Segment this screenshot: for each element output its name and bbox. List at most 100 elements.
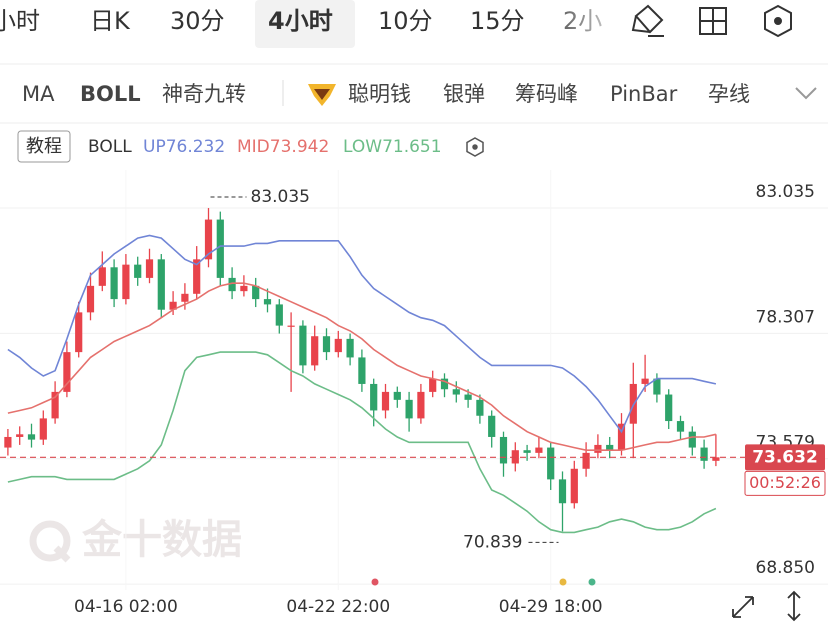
candle-body: [145, 259, 154, 278]
candle-body: [346, 338, 354, 358]
tutorial-button[interactable]: [17, 130, 71, 163]
candle-body: [676, 421, 685, 432]
band-legend: LOW71.651: [343, 137, 442, 157]
indicator-settings[interactable]: [466, 137, 484, 157]
candle-body: [63, 352, 71, 392]
indicator-tab[interactable]: 筹码峰: [515, 82, 578, 106]
timeframe-tab[interactable]: 小时: [0, 7, 40, 35]
layout-icon[interactable]: [699, 7, 727, 35]
candle-body: [606, 444, 614, 451]
tab-fade: [540, 0, 620, 50]
candle-body: [299, 325, 307, 366]
more-chevron[interactable]: [795, 87, 817, 100]
candle-body: [193, 259, 201, 294]
band-legend: MID73.942: [237, 137, 329, 157]
boll-line: [7, 351, 717, 534]
countdown-box: [744, 470, 826, 496]
candle-body: [169, 301, 177, 310]
timeframe-tab[interactable]: 日K: [90, 7, 131, 35]
x-tick-label: 04-29 18:00: [499, 597, 603, 617]
watermark-text: 金十数据: [81, 517, 242, 563]
candle-body: [358, 357, 366, 384]
event-dot[interactable]: [371, 578, 379, 586]
max-label: 83.035: [251, 187, 310, 207]
y-tick-label: 78.307: [756, 307, 815, 327]
settings-icon[interactable]: [764, 4, 792, 38]
indicator-row: MA BOLL 神奇九转 聪明钱 银弹 筹码峰 PinBar 孕线: [22, 82, 750, 106]
candle-body: [86, 285, 95, 313]
candle-body: [547, 447, 555, 480]
tutorial-label[interactable]: 教程: [26, 136, 62, 157]
y-tick-label: 68.850: [756, 558, 815, 578]
candle-body: [16, 434, 24, 437]
indicator-tab[interactable]: PinBar: [610, 82, 678, 106]
last-price-box: [745, 444, 825, 471]
candle-body: [476, 399, 484, 416]
candle-body: [535, 447, 543, 453]
candle-body: [440, 378, 449, 390]
indicator-tab[interactable]: 聪明钱: [348, 82, 411, 106]
candle-body: [405, 399, 413, 419]
candle-body: [275, 304, 283, 326]
candle-body: [617, 423, 626, 451]
candle-body: [27, 434, 36, 440]
timeframe-tab[interactable]: 10分: [378, 7, 433, 35]
candle-body: [429, 378, 437, 392]
candle-body: [582, 452, 590, 469]
countdown-label: 00:52:26: [749, 473, 821, 492]
boll-line: [7, 234, 717, 434]
indicator-tab[interactable]: 孕线: [708, 82, 750, 106]
candle-body: [499, 436, 508, 464]
candle-body: [452, 389, 460, 395]
candle-body: [464, 394, 472, 400]
indicator-tab[interactable]: MA: [22, 82, 55, 106]
candle-body: [558, 479, 567, 504]
indicator-tab[interactable]: BOLL: [80, 82, 141, 106]
candle-body: [523, 450, 531, 453]
smart-money-icon: [308, 84, 336, 106]
candle-body: [641, 378, 649, 384]
candle-body: [311, 336, 319, 366]
x-tick-label: 04-22 22:00: [286, 597, 390, 617]
boll-line: [7, 282, 717, 452]
candle-body: [204, 219, 213, 260]
candle-body: [4, 436, 12, 448]
last-price-label: 73.632: [752, 447, 818, 467]
candle-body: [252, 285, 260, 300]
band-name: MID: [237, 137, 270, 157]
band-legend: UP76.232: [143, 137, 225, 157]
band-value: 76.232: [166, 137, 225, 157]
active-tab-bg: [255, 0, 355, 48]
candle-body: [181, 293, 189, 302]
timeframe-tab[interactable]: 4小时: [268, 7, 333, 35]
timeframe-tab[interactable]: 15分: [470, 7, 525, 35]
candle-body: [110, 267, 118, 300]
candle-body: [665, 394, 673, 422]
candle-body: [98, 267, 106, 286]
candle-body: [370, 383, 378, 411]
candle-body: [712, 457, 720, 461]
y-tick-label: 83.035: [756, 182, 815, 202]
candle-body: [322, 336, 331, 353]
candle-body: [75, 312, 83, 353]
band-value: 73.942: [270, 137, 329, 157]
draw-tool-icon[interactable]: [631, 4, 664, 37]
candle-body: [122, 264, 130, 300]
candle-body: [334, 338, 342, 353]
indicator-tab[interactable]: 银弹: [443, 82, 485, 106]
candle-body: [157, 259, 165, 310]
fullscreen-icon[interactable]: [732, 596, 754, 618]
event-dot[interactable]: [559, 578, 567, 586]
timeframe-tab[interactable]: 30分: [170, 7, 225, 35]
candle-body: [228, 277, 236, 292]
x-tick-label: 04-16 02:00: [74, 597, 178, 617]
candle-body: [488, 415, 496, 437]
event-dot[interactable]: [588, 578, 596, 586]
band-value: 71.651: [382, 137, 441, 157]
candle-body: [653, 378, 661, 395]
scale-icon[interactable]: [787, 590, 801, 622]
indicator-tab[interactable]: 神奇九转: [162, 82, 246, 106]
indicator-name: BOLL: [88, 137, 132, 157]
band-name: LOW: [343, 137, 382, 157]
